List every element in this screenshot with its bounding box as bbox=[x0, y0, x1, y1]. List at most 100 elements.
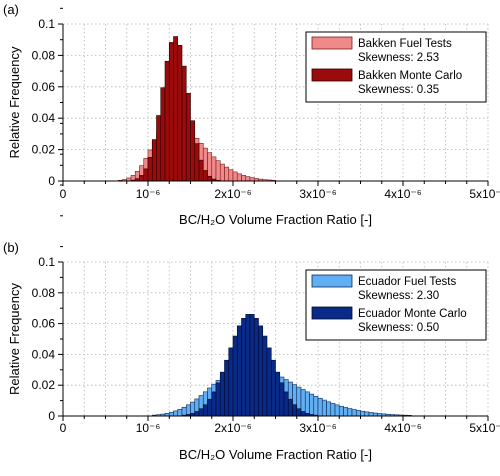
histogram-bar bbox=[355, 410, 361, 417]
histogram-bar bbox=[283, 391, 289, 417]
x-tick-label: 3x10⁻⁶ bbox=[299, 187, 336, 201]
y-tick-label: 0 bbox=[48, 409, 55, 423]
histogram-bar bbox=[232, 335, 238, 417]
histogram-bar bbox=[207, 398, 213, 417]
histogram-bar bbox=[270, 359, 276, 417]
histogram-bar bbox=[164, 60, 170, 182]
histogram-bar bbox=[338, 405, 344, 417]
legend-entry-skewness: Skewness: 2.30 bbox=[358, 290, 439, 302]
histogram-bar bbox=[241, 318, 247, 417]
histogram-bar bbox=[279, 382, 285, 417]
y-tick-label: 0.1 bbox=[38, 17, 55, 31]
legend-entry-name: Ecuador Fuel Tests bbox=[358, 276, 456, 288]
histogram-bar bbox=[194, 143, 200, 182]
x-tick-label: 0 bbox=[60, 421, 67, 435]
panel-b: 0 0.02 0.04 0.06 0.08 0.1 0 10⁻⁶ 2x10⁻⁶ 3x10⁻⁶ 4x1… bbox=[3, 122, 500, 462]
y-axis-label: Relative Frequency bbox=[7, 283, 22, 395]
histogram-bar bbox=[368, 412, 374, 417]
legend-entry-name: Ecuador Monte Carlo bbox=[358, 308, 467, 320]
legend-swatch bbox=[311, 68, 353, 82]
histogram-bar bbox=[266, 347, 272, 417]
legend-swatch bbox=[311, 36, 353, 50]
histogram-bar bbox=[177, 45, 183, 182]
legend: Ecuador Fuel Tests Skewness: 2.30 Ecuador … bbox=[305, 269, 487, 341]
histogram-bar bbox=[343, 407, 349, 417]
histogram-bar bbox=[249, 177, 255, 182]
histogram-bar bbox=[211, 391, 217, 417]
legend-entry-skewness: Skewness: 2.53 bbox=[358, 52, 439, 64]
histogram-bar bbox=[292, 404, 298, 417]
x-axis-label: BC/H₂O Volume Fraction Ratio [-] bbox=[179, 212, 372, 227]
histogram-bar bbox=[313, 395, 319, 417]
x-tick-label: 10⁻⁶ bbox=[136, 421, 161, 435]
histogram-bar bbox=[330, 403, 336, 417]
x-tick-label: 3x10⁻⁶ bbox=[299, 421, 336, 435]
histogram-bar bbox=[317, 397, 323, 417]
x-tick-label: 4x10⁻⁶ bbox=[384, 187, 421, 201]
x-tick-label: 0 bbox=[60, 187, 67, 201]
histogram-bar bbox=[287, 398, 293, 417]
histogram-bar bbox=[143, 168, 149, 182]
histogram-bar bbox=[219, 371, 225, 417]
histogram-bar bbox=[334, 404, 340, 417]
histogram-bar bbox=[275, 371, 281, 417]
histogram-bar bbox=[151, 139, 157, 182]
histogram-bar bbox=[351, 409, 357, 417]
histogram-bar bbox=[262, 335, 268, 417]
y-tick-label: 0 bbox=[48, 174, 55, 188]
histogram-bar bbox=[181, 65, 187, 182]
histogram-bar bbox=[245, 314, 251, 417]
y-tick-label: 0.02 bbox=[32, 378, 56, 392]
histogram-bar bbox=[168, 411, 174, 417]
histogram-bar bbox=[177, 408, 183, 417]
x-tick-label: 5x10⁻⁶ bbox=[469, 187, 500, 201]
histogram-bar bbox=[296, 408, 302, 417]
histogram-bar bbox=[300, 411, 306, 417]
x-tick-label: 2x10⁻⁶ bbox=[214, 187, 251, 201]
histogram-bar bbox=[236, 173, 242, 182]
x-tick-label: 4x10⁻⁶ bbox=[384, 421, 421, 435]
histogram-bar bbox=[202, 404, 208, 417]
histogram-bar bbox=[309, 393, 315, 417]
histogram-bar bbox=[253, 318, 259, 417]
histogram-bar bbox=[321, 399, 327, 417]
x-axis-label: BC/H₂O Volume Fraction Ratio [-] bbox=[179, 447, 372, 462]
histogram-bar bbox=[258, 325, 264, 417]
histogram-bar bbox=[241, 175, 247, 182]
histogram-bar bbox=[211, 156, 217, 182]
y-axis-label: Relative Frequency bbox=[7, 46, 22, 158]
histogram-bar bbox=[236, 325, 242, 417]
legend: Bakken Fuel Tests Skewness: 2.53 Bakken Mo… bbox=[305, 31, 487, 103]
histogram-bar bbox=[160, 87, 166, 182]
legend-entry-skewness: Skewness: 0.50 bbox=[358, 322, 439, 334]
histogram-bar bbox=[190, 120, 196, 182]
x-tick-label: 10⁻⁶ bbox=[136, 187, 161, 201]
histogram-bar bbox=[181, 406, 187, 417]
y-tick-label: 0.04 bbox=[32, 111, 56, 125]
histogram-bar bbox=[156, 115, 162, 182]
histogram-bar bbox=[215, 160, 221, 182]
histogram-bar bbox=[198, 408, 204, 417]
histogram-bar bbox=[360, 410, 366, 417]
legend-entry-skewness: Skewness: 0.35 bbox=[358, 84, 439, 96]
histogram-bar bbox=[202, 170, 208, 182]
legend-entry-name: Bakken Fuel Tests bbox=[358, 38, 452, 50]
histogram-bar bbox=[224, 166, 230, 182]
histogram-bar bbox=[185, 93, 191, 182]
histogram-bar bbox=[173, 36, 179, 182]
histogram-bar bbox=[249, 314, 255, 417]
y-tick-label: 0.1 bbox=[38, 255, 55, 269]
histogram-bar bbox=[207, 175, 213, 182]
legend-swatch bbox=[311, 274, 353, 288]
histogram-bar bbox=[147, 157, 153, 182]
panel-a: 0 0.02 0.04 0.06 0.08 0.1 0 10⁻⁶ 2x10⁻⁶ 3x10⁻⁶ 4x1… bbox=[3, 2, 500, 227]
y-tick-label: 0.04 bbox=[32, 347, 56, 361]
histogram-bar bbox=[364, 411, 370, 417]
histogram-bar bbox=[219, 163, 225, 182]
histogram-bar bbox=[139, 175, 145, 182]
y-tick-label: 0.06 bbox=[32, 80, 56, 94]
histogram-bar bbox=[326, 401, 332, 417]
histogram-bar bbox=[224, 359, 230, 417]
x-tick-label: 2x10⁻⁶ bbox=[214, 421, 251, 435]
